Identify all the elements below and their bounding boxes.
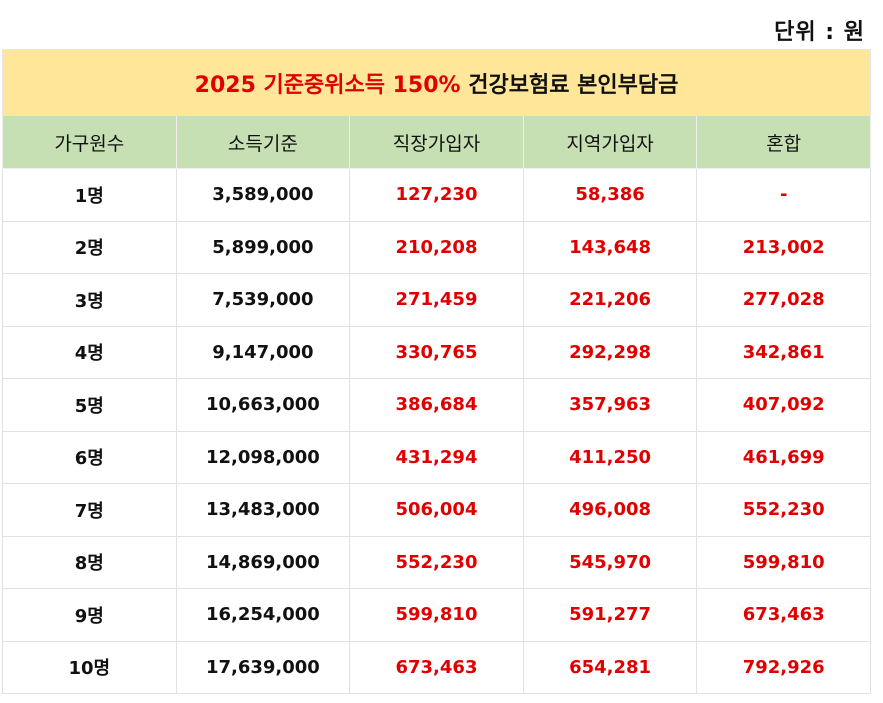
column-header-row: 가구원수 소득기준 직장가입자 지역가입자 혼합 [2, 115, 871, 169]
table-row: 5명 10,663,000 386,684 357,963 407,092 [2, 378, 871, 432]
employee-premium-cell: 386,684 [349, 378, 524, 432]
table-row: 10명 17,639,000 673,463 654,281 792,926 [2, 640, 871, 694]
mixed-premium-cell: 342,861 [696, 325, 871, 379]
mixed-premium-cell: 407,092 [696, 378, 871, 432]
table-row: 8명 14,869,000 552,230 545,970 599,810 [2, 535, 871, 589]
mixed-premium-cell: 673,463 [696, 588, 871, 642]
table-row: 4명 9,147,000 330,765 292,298 342,861 [2, 325, 871, 379]
table-row: 9명 16,254,000 599,810 591,277 673,463 [2, 588, 871, 642]
household-size-cell: 8명 [2, 535, 177, 589]
household-size-cell: 1명 [2, 168, 177, 222]
employee-premium-cell: 330,765 [349, 325, 524, 379]
mixed-premium-cell: 599,810 [696, 535, 871, 589]
table-title: 2025 기준중위소득 150% 건강보험료 본인부담금 [2, 49, 871, 116]
column-header-mixed: 혼합 [696, 115, 871, 169]
income-standard-cell: 5,899,000 [175, 220, 351, 274]
employee-premium-cell: 506,004 [349, 483, 524, 537]
income-standard-cell: 3,589,000 [175, 168, 351, 222]
income-standard-cell: 14,869,000 [175, 535, 351, 589]
table-row: 7명 13,483,000 506,004 496,008 552,230 [2, 483, 871, 537]
table-row: 6명 12,098,000 431,294 411,250 461,699 [2, 430, 871, 484]
regional-premium-cell: 221,206 [522, 273, 698, 327]
income-standard-cell: 12,098,000 [175, 430, 351, 484]
income-standard-cell: 17,639,000 [175, 640, 351, 694]
table-row: 3명 7,539,000 271,459 221,206 277,028 [2, 273, 871, 327]
regional-premium-cell: 58,386 [522, 168, 698, 222]
table-title-rest: 건강보험료 본인부담금 [460, 72, 679, 98]
mixed-premium-cell: 277,028 [696, 273, 871, 327]
column-header-employee-subscriber: 직장가입자 [349, 115, 524, 169]
column-header-income-standard: 소득기준 [175, 115, 351, 169]
premium-table: 2025 기준중위소득 150% 건강보험료 본인부담금 가구원수 소득기준 직… [2, 49, 871, 694]
household-size-cell: 4명 [2, 325, 177, 379]
table-body: 1명 3,589,000 127,230 58,386-2명 5,899,000 210,… [2, 168, 871, 694]
regional-premium-cell: 292,298 [522, 325, 698, 379]
income-standard-cell: 9,147,000 [175, 325, 351, 379]
employee-premium-cell: 271,459 [349, 273, 524, 327]
column-header-household-size: 가구원수 [2, 115, 177, 169]
employee-premium-cell: 552,230 [349, 535, 524, 589]
employee-premium-cell: 210,208 [349, 220, 524, 274]
premium-table-container: 2025 기준중위소득 150% 건강보험료 본인부담금 가구원수 소득기준 직… [2, 49, 871, 694]
household-size-cell: 10명 [2, 640, 177, 694]
household-size-cell: 2명 [2, 220, 177, 274]
table-title-row: 2025 기준중위소득 150% 건강보험료 본인부담금 [2, 49, 871, 116]
employee-premium-cell: 431,294 [349, 430, 524, 484]
mixed-premium-cell: 213,002 [696, 220, 871, 274]
table-row: 1명 3,589,000 127,230 58,386- [2, 168, 871, 222]
mixed-premium-cell: 552,230 [696, 483, 871, 537]
regional-premium-cell: 496,008 [522, 483, 698, 537]
table-row: 2명 5,899,000 210,208 143,648 213,002 [2, 220, 871, 274]
household-size-cell: 3명 [2, 273, 177, 327]
employee-premium-cell: 127,230 [349, 168, 524, 222]
income-standard-cell: 13,483,000 [175, 483, 351, 537]
household-size-cell: 5명 [2, 378, 177, 432]
income-standard-cell: 7,539,000 [175, 273, 351, 327]
regional-premium-cell: 411,250 [522, 430, 698, 484]
household-size-cell: 9명 [2, 588, 177, 642]
mixed-premium-cell: 461,699 [696, 430, 871, 484]
mixed-premium-cell: - [696, 168, 871, 222]
household-size-cell: 7명 [2, 483, 177, 537]
mixed-premium-cell: 792,926 [696, 640, 871, 694]
column-header-regional-subscriber: 지역가입자 [522, 115, 698, 169]
unit-label: 단위 : 원 [774, 20, 865, 45]
income-standard-cell: 16,254,000 [175, 588, 351, 642]
employee-premium-cell: 599,810 [349, 588, 524, 642]
regional-premium-cell: 357,963 [522, 378, 698, 432]
income-standard-cell: 10,663,000 [175, 378, 351, 432]
regional-premium-cell: 591,277 [522, 588, 698, 642]
regional-premium-cell: 654,281 [522, 640, 698, 694]
employee-premium-cell: 673,463 [349, 640, 524, 694]
regional-premium-cell: 545,970 [522, 535, 698, 589]
household-size-cell: 6명 [2, 430, 177, 484]
regional-premium-cell: 143,648 [522, 220, 698, 274]
table-title-highlight: 2025 기준중위소득 150% [194, 72, 461, 98]
